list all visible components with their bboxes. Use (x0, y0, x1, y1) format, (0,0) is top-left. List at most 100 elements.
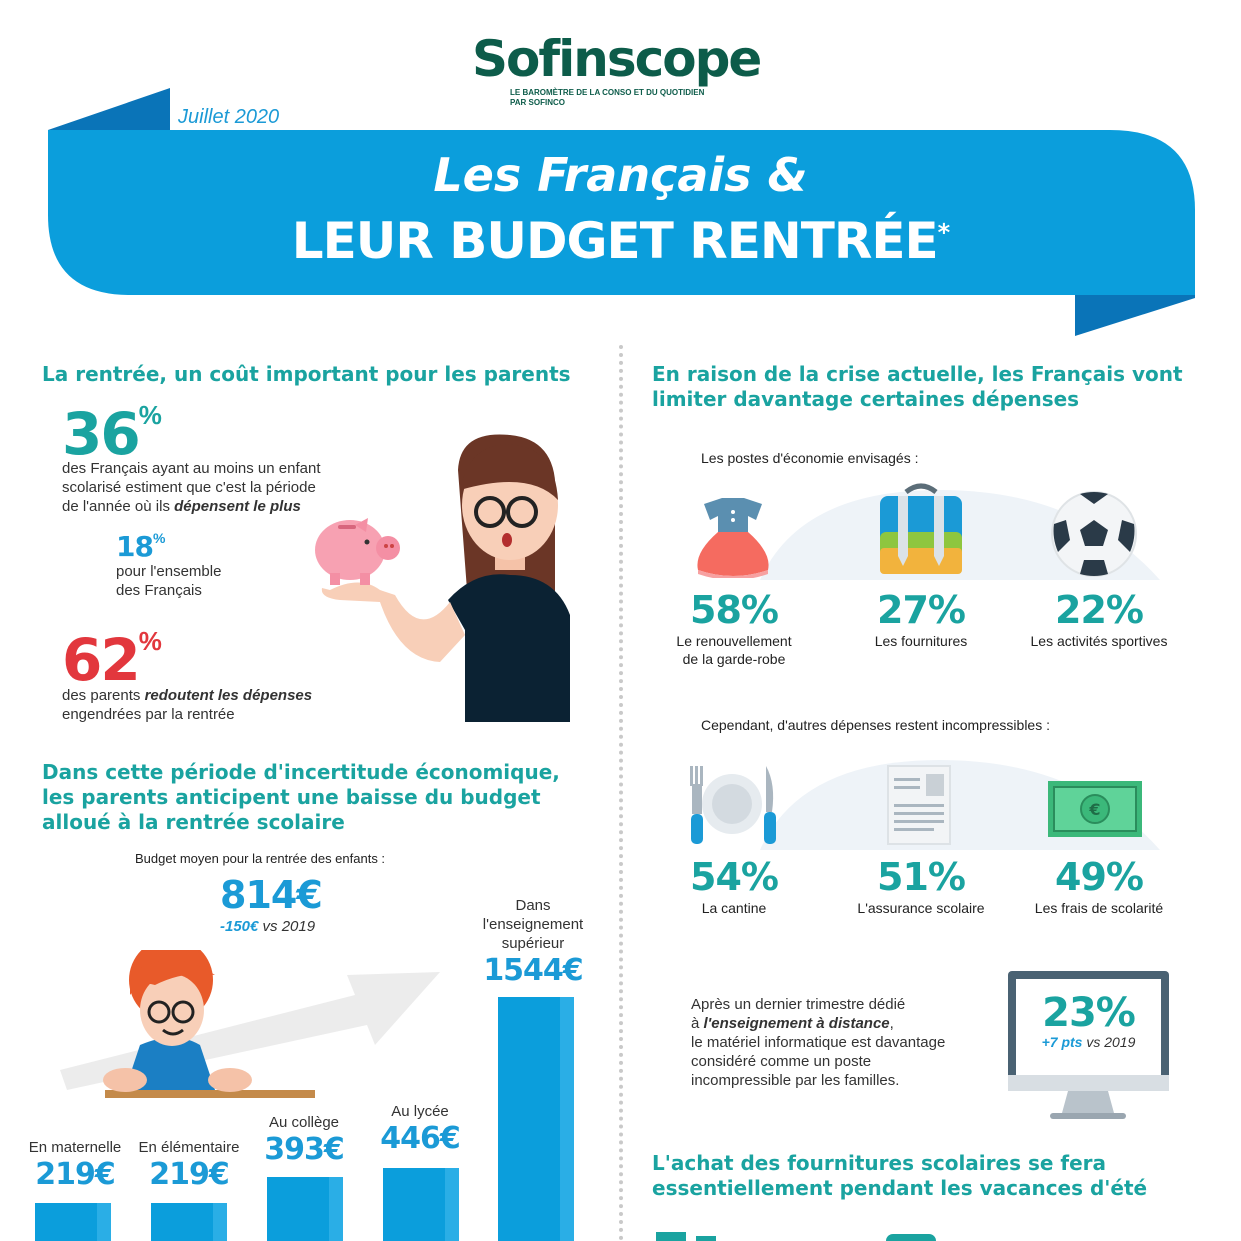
incomp-label-2: L'assurance scolaire (857, 900, 985, 916)
banknote-icon: € (1048, 781, 1142, 837)
stat-36-line-1: des Français ayant au moins un enfant (62, 460, 321, 477)
econ-item-3: 22% Les activités sportives (1024, 588, 1174, 650)
backpack-icon (880, 483, 962, 574)
bar-column-4: Au lycée 446€ (366, 1102, 474, 1156)
bar-label-superieur-2: l'enseignement (482, 916, 584, 933)
stat-62-emphasis: redoutent les dépenses (144, 687, 313, 704)
stat-36-text: des Français ayant au moins un enfant sc… (62, 459, 321, 516)
monitor-delta-value: +7 pts (1041, 1034, 1083, 1050)
logo-tagline-1: LE BAROMÈTRE DE LA CONSO ET DU QUOTIDIEN (510, 88, 705, 97)
banner-title-1: Les Français & (433, 148, 808, 202)
incomp-label-1: La cantine (701, 900, 767, 916)
bar-elementaire (151, 1203, 227, 1241)
bar-column-3: Au collège 393€ (250, 1113, 358, 1167)
bar-college (267, 1177, 343, 1241)
section-title-budget: Dans cette période d'incertitude économi… (42, 760, 560, 835)
remote-line-4: considéré comme un poste (691, 1053, 872, 1070)
section-title-supplies: L'achat des fournitures scolaires se fer… (652, 1151, 1147, 1201)
remote-learning-text: Après un dernier trimestre dédié à l'ens… (691, 995, 945, 1090)
remote-emphasis: l'enseignement à distance (703, 1015, 890, 1032)
stat-62-line-1: des parents redoutent les dépenses (62, 686, 312, 705)
monitor-icon (1008, 971, 1169, 1119)
budget-value: 814€ (220, 873, 323, 917)
remote-line-2a: à (691, 1015, 704, 1032)
stat-36-emphasis: dépensent le plus (174, 498, 301, 515)
stat-36: 36% (62, 400, 162, 468)
section-title-crisis-2: limiter davantage certaines dépenses (652, 387, 1080, 411)
remote-line-2b: , (889, 1015, 894, 1032)
bar-label-superieur-3: supérieur (501, 935, 565, 952)
econ-label-1a: Le renouvellement (676, 633, 792, 649)
logo-wordmark: Sofinscope (472, 30, 762, 88)
econ-label-3: Les activités sportives (1030, 633, 1168, 649)
remote-line-2: à l'enseignement à distance, (691, 1014, 945, 1033)
stat-18-value: 18 (116, 530, 154, 563)
stat-18-line-2: des Français (116, 582, 202, 599)
stat-36-line-3a: de l'année où ils (62, 498, 175, 515)
econ-pct-2: 27% (877, 588, 966, 632)
banner-title-2-text: LEUR BUDGET RENTRÉE (291, 212, 939, 270)
incomp-item-3: 49% Les frais de scolarité (1024, 855, 1174, 917)
bar-lycee (383, 1168, 459, 1241)
incomp-pct-2: 51% (877, 855, 966, 899)
document-icon (887, 765, 951, 845)
column-divider (619, 345, 623, 1241)
monitor-delta-suffix: vs 2019 (1082, 1034, 1136, 1050)
budget-delta-suffix: vs 2019 (258, 918, 316, 935)
stat-18-text: pour l'ensemble des Français (116, 562, 221, 600)
econ-label: Les postes d'économie envisagés : (701, 450, 919, 466)
bar-label-lycee: Au lycée (391, 1103, 449, 1120)
econ-label-2: Les fournitures (874, 633, 968, 649)
remote-line-1: Après un dernier trimestre dédié (691, 996, 906, 1013)
stat-18: 18% (116, 530, 165, 563)
svg-text:€: € (1088, 800, 1100, 819)
budget-label: Budget moyen pour la rentrée des enfants… (135, 851, 386, 866)
banner-date: Juillet 2020 (178, 106, 280, 128)
stat-62-line-2: engendrées par la rentrée (62, 706, 235, 723)
bar-value-maternelle: 219€ (35, 1157, 116, 1192)
bar-column-5: Dans l'enseignement supérieur 1544€ (473, 896, 593, 988)
budget-delta: -150€ vs 2019 (220, 918, 315, 935)
kid-arrow-illustration (60, 950, 440, 1098)
banner-asterisk: * (937, 218, 951, 247)
stat-62-value: 62 (62, 626, 141, 694)
bar-column-1: En maternelle 219€ (20, 1138, 130, 1192)
incomp-item-2: 51% L'assurance scolaire (840, 855, 1002, 917)
bar-value-elementaire: 219€ (149, 1157, 230, 1192)
stat-62-line-1a: des parents (62, 687, 145, 704)
section-title-supplies-1: L'achat des fournitures scolaires se fer… (652, 1151, 1107, 1175)
woman-piggy-bank-illustration (315, 434, 570, 722)
brand-logo: Sofinscope LE BAROMÈTRE DE LA CONSO ET D… (472, 30, 772, 110)
incomp-pct-1: 54% (690, 855, 779, 899)
section-title-budget-1: Dans cette période d'incertitude économi… (42, 760, 560, 784)
incomp-label-3: Les frais de scolarité (1034, 900, 1164, 916)
econ-pct-3: 22% (1055, 588, 1144, 632)
monitor-delta: +7 pts vs 2019 (1016, 1034, 1161, 1050)
remote-line-5: incompressible par les familles. (691, 1072, 900, 1089)
bar-superieur (498, 997, 574, 1241)
incomp-label: Cependant, d'autres dépenses restent inc… (701, 717, 1050, 733)
budget-delta-value: -150€ (220, 918, 259, 935)
bar-label-elementaire: En élémentaire (138, 1139, 240, 1156)
bar-value-college: 393€ (264, 1132, 345, 1167)
section-title-budget-3: alloué à la rentrée scolaire (42, 810, 345, 834)
section-title-supplies-2: essentiellement pendant les vacances d'é… (652, 1176, 1148, 1200)
bar-label-college: Au collège (268, 1114, 340, 1131)
stat-18-line-1: pour l'ensemble (116, 563, 222, 580)
dress-icon (697, 498, 769, 578)
econ-item-2: 27% Les fournitures (851, 588, 991, 650)
econ-label-1b: de la garde-robe (682, 651, 786, 667)
stat-62-unit: % (138, 626, 162, 656)
stat-62-text: des parents redoutent les dépenses engen… (62, 686, 312, 724)
bar-value-superieur: 1544€ (483, 953, 583, 988)
banner-title-2: LEUR BUDGET RENTRÉE* (0, 212, 1241, 270)
monitor-pct: 23% (1042, 990, 1136, 1036)
soccer-ball-icon (1051, 491, 1137, 577)
stat-36-line-3: de l'année où ils dépensent le plus (62, 497, 321, 516)
bar-value-lycee: 446€ (380, 1121, 461, 1156)
bar-label-maternelle: En maternelle (28, 1139, 122, 1156)
econ-item-1: 58% Le renouvellement de la garde-robe (664, 588, 804, 668)
section-title-crisis: En raison de la crise actuelle, les Fran… (652, 362, 1183, 412)
section-title-crisis-1: En raison de la crise actuelle, les Fran… (652, 362, 1183, 386)
section-title-budget-2: les parents anticipent une baisse du bud… (42, 785, 541, 809)
